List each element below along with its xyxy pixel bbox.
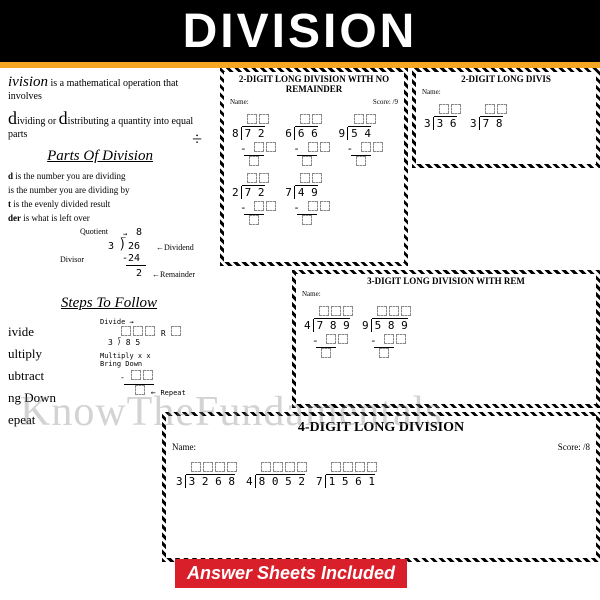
division-problem: 71 5 6 1: [316, 462, 378, 488]
worksheet-3digit: 3-DIGIT LONG DIVISION WITH REM Name: 47 …: [292, 270, 600, 408]
division-problem: 33 2 6 8: [176, 462, 238, 488]
division-problem: 74 9-: [285, 173, 330, 228]
division-problem: 48 0 5 2: [246, 462, 308, 488]
division-problem: 33 6: [424, 104, 462, 130]
worksheet-2digit-no-remainder: 2-DIGIT LONG DIVISION WITH NO REMAINDER …: [220, 68, 408, 266]
steps-heading: Steps To Follow: [8, 295, 210, 312]
steps-list: ivide ultiply ubtract ng Down epeat: [8, 318, 98, 434]
division-problem: 66 6-: [285, 114, 330, 169]
division-problem: 37 8: [470, 104, 508, 130]
parts-heading: Parts Of Division: [8, 148, 210, 165]
answer-sheets-badge: Answer Sheets Included: [175, 559, 407, 588]
parts-diagram: Quotient→ 8 3 ⟌ 26 ←Dividend -24 2 ←Rema…: [8, 227, 210, 287]
worksheet-4digit: 4-DIGIT LONG DIVISION Name:Score: /8 33 …: [162, 412, 600, 562]
worksheet-2digit-b: 2-DIGIT LONG DIVIS Name: 33 637 8: [412, 68, 600, 168]
divide-icon: ÷: [192, 129, 202, 150]
division-problem: 27 2-: [232, 173, 277, 228]
part-remainder: der is what is left over: [8, 213, 210, 223]
division-problem: 87 2-: [232, 114, 277, 169]
division-problem: 95 8 9-: [362, 306, 412, 361]
part-divisor: is the number you are dividing by: [8, 185, 210, 195]
definition-line1: ivision is a mathematical operation that…: [8, 74, 210, 102]
division-problem: 47 8 9-: [304, 306, 354, 361]
definition-line2: dividing or distributing a quantity into…: [8, 108, 210, 140]
content-area: ivision is a mathematical operation that…: [0, 68, 600, 600]
part-dividend: d is the number you are dividing: [8, 171, 210, 181]
division-problem: 95 4-: [339, 114, 384, 169]
part-quotient: t is the evenly divided result: [8, 199, 210, 209]
header: DIVISION: [0, 0, 600, 62]
page-title: DIVISION: [183, 4, 418, 59]
